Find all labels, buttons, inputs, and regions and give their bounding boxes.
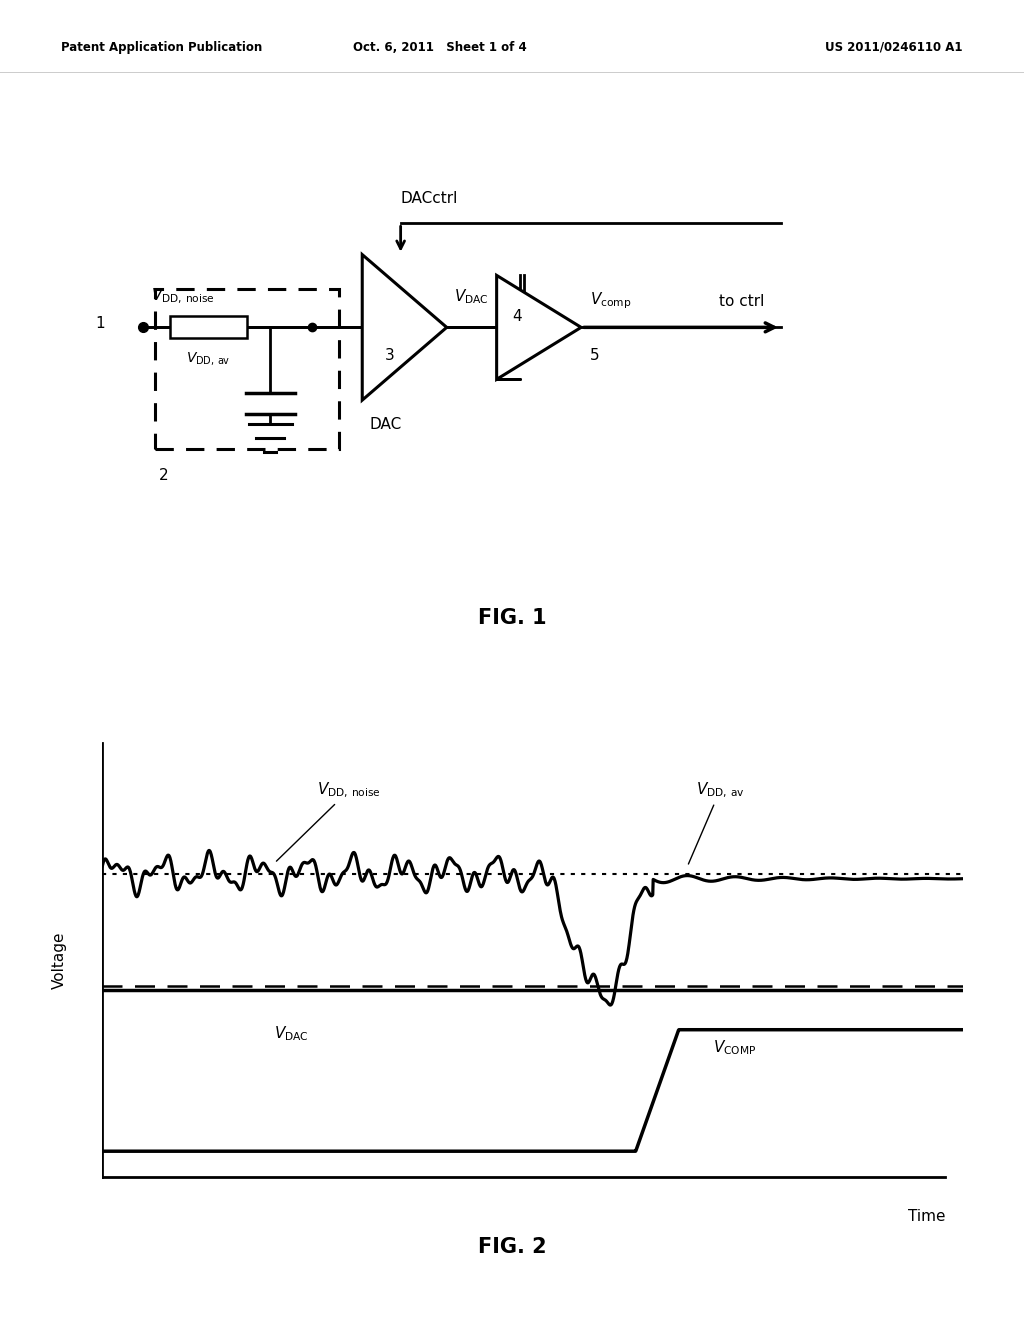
Text: $V_{\rm DD,\,av}$: $V_{\rm DD,\,av}$ [186, 350, 230, 367]
Text: DACctrl: DACctrl [400, 191, 458, 206]
Text: DAC: DAC [370, 417, 402, 432]
Text: Voltage: Voltage [52, 932, 67, 989]
Text: 2: 2 [159, 469, 168, 483]
Text: $V_{\rm DAC}$: $V_{\rm DAC}$ [455, 286, 489, 305]
Polygon shape [362, 255, 446, 400]
Text: $V_{\rm COMP}$: $V_{\rm COMP}$ [713, 1039, 757, 1057]
Text: $V_{\rm comp}$: $V_{\rm comp}$ [590, 290, 632, 312]
Polygon shape [497, 276, 582, 379]
Bar [170, 317, 247, 338]
Text: $V_{\rm DAC}$: $V_{\rm DAC}$ [274, 1024, 309, 1043]
Text: 5: 5 [590, 347, 600, 363]
Text: US 2011/0246110 A1: US 2011/0246110 A1 [825, 41, 963, 54]
Text: $V_{\rm DD,\,av}$: $V_{\rm DD,\,av}$ [688, 780, 744, 865]
Text: Time: Time [908, 1209, 945, 1224]
Text: FIG. 1: FIG. 1 [477, 609, 547, 628]
Text: 1: 1 [95, 317, 105, 331]
Text: 3: 3 [385, 347, 395, 363]
Text: to ctrl: to ctrl [719, 293, 765, 309]
Text: 4: 4 [512, 309, 521, 325]
Bar [155, 289, 339, 449]
Text: Oct. 6, 2011   Sheet 1 of 4: Oct. 6, 2011 Sheet 1 of 4 [353, 41, 527, 54]
Text: $V_{\rm DD,\,noise}$: $V_{\rm DD,\,noise}$ [276, 780, 381, 861]
Text: FIG. 2: FIG. 2 [477, 1237, 547, 1258]
Text: Patent Application Publication: Patent Application Publication [61, 41, 263, 54]
Text: $V_{\rm DD,\,noise}$: $V_{\rm DD,\,noise}$ [152, 286, 215, 306]
